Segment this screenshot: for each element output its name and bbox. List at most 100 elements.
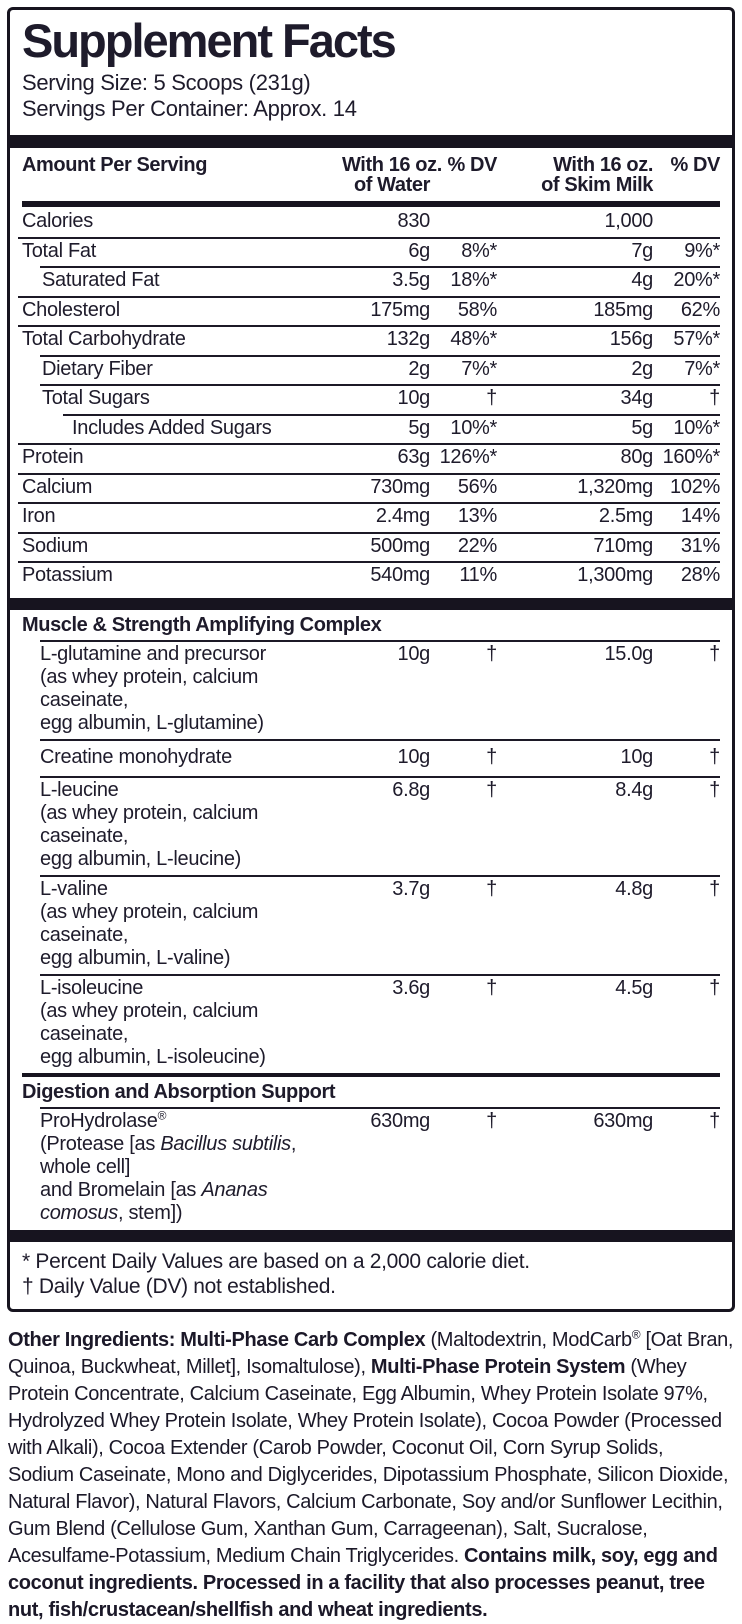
water-dv: 13% [457,505,497,527]
table-row: L-glutamine and precursor (as whey protei… [22,639,720,739]
section-heading: Digestion and Absorption Support [22,1080,336,1103]
row-separator [18,325,720,327]
milk-amount: 710mg [593,534,653,557]
nutrient-name: Total Sugars [42,387,150,409]
table-row: Saturated Fat 3.5g 18%* 4g 20%* [22,266,720,296]
water-amount: 2.4mg [375,505,430,527]
row-separator [18,502,720,504]
section-divider-bar [10,1229,732,1242]
milk-amount: 8.4g [615,778,653,801]
milk-dv: 7%* [684,357,720,380]
table-row: Total Sugars 10g † 34g † [22,384,720,414]
column-header-dv-milk: % DV [670,154,720,176]
column-header-milk-line2: of Skim Milk [541,174,653,196]
other-ingredients-paragraph: Other Ingredients: Multi-Phase Carb Comp… [8,1326,734,1621]
water-amount: 3.5g [392,269,430,291]
milk-dv: † [709,745,720,768]
page-title: Supplement Facts [22,14,397,67]
blend-section: Digestion and Absorption Support ProHydro… [22,1072,720,1229]
nutrient-name: Sodium [22,534,89,557]
servings-per-container: Servings Per Container: Approx. 14 [22,96,357,121]
milk-dv: † [709,976,720,999]
nutrient-source-note: egg albumin, L-leucine) [40,847,242,870]
table-row: Protein 63g 126%* 80g 160%* [18,443,720,473]
milk-dv: 57%* [673,328,720,350]
blend-sections: Muscle & Strength Amplifying Complex L-gl… [22,610,720,1229]
nutrient-name: Dietary Fiber [42,357,153,380]
water-dv: 48%* [450,328,497,350]
water-amount: 10g [397,387,431,409]
water-amount: 6g [408,239,430,262]
milk-amount: 7g [631,239,653,262]
column-header-milk-line1: With 16 oz. [553,154,653,176]
water-amount: 630mg [370,1109,430,1132]
row-separator [40,1106,720,1109]
milk-amount: 15.0g [604,642,653,665]
water-dv: † [486,642,497,665]
table-row: Potassium 540mg 11% 1,300mg 28% [18,561,720,591]
water-amount: 6.8g [392,778,430,801]
water-dv: † [486,1109,497,1132]
table-row: Calcium 730mg 56% 1,320mg 102% [18,472,720,503]
blend-section: Muscle & Strength Amplifying Complex L-gl… [22,610,720,1073]
row-separator [18,472,720,475]
nutrient-name: Saturated Fat [42,269,160,291]
water-amount: 730mg [370,475,430,498]
nutrient-source-note: egg albumin, L-valine) [40,946,231,969]
milk-dv: 10%* [673,416,720,439]
nutrient-source-note: and Bromelain [as Ananas comosus, stem]) [40,1178,268,1224]
section-heading: Muscle & Strength Amplifying Complex [22,613,382,636]
row-separator [40,354,720,357]
column-header-milk: With 16 oz. of Skim Milk [497,155,653,195]
row-separator [40,775,720,778]
row-separator [63,413,720,416]
water-dv: † [486,745,497,768]
column-header-water: With 16 oz. of Water [342,154,442,195]
nutrient-name: Total Carbohydrate [22,328,186,350]
supplement-facts-panel: Supplement Facts Serving Size: 5 Scoops … [7,7,735,1312]
milk-amount: 4.8g [615,877,653,900]
table-row: Calories 830 1,000 [22,207,720,237]
milk-amount: 4g [631,269,653,291]
milk-amount: 80g [620,446,654,468]
water-dv: 22% [457,534,497,557]
nutrient-source-note: (as whey protein, calcium caseinate, [40,801,259,847]
milk-dv: † [709,387,720,409]
water-dv: 10%* [450,416,497,439]
water-amount: 540mg [370,564,430,586]
milk-amount: 10g [620,745,654,768]
nutrient-name: Total Fat [22,239,96,262]
table-row: Sodium 500mg 22% 710mg 31% [18,531,720,562]
water-amount: 175mg [370,298,430,321]
row-separator [18,295,720,298]
table-row: Cholesterol 175mg 58% 185mg 62% [18,295,720,326]
row-separator [18,531,720,534]
milk-dv: 31% [680,534,720,557]
water-dv: 126%* [439,446,498,468]
water-dv: † [486,877,497,900]
row-separator [18,561,720,563]
milk-dv: 14% [680,505,720,527]
nutrient-name: L-isoleucine (as whey protein, calcium ca… [22,977,342,1069]
column-header-amount: Amount Per Serving [22,154,208,176]
nutrient-source-note: egg albumin, L-glutamine) [40,711,264,734]
nutrient-name: Calories [22,210,93,232]
water-dv: 7%* [461,357,497,380]
water-amount: 5g [408,416,430,439]
table-row: Total Carbohydrate 132g 48%* 156g 57%* [18,325,720,355]
column-header-water-line1: With 16 oz. [342,154,442,176]
milk-amount: 156g [609,328,654,350]
nutrient-name: Includes Added Sugars [72,416,272,439]
milk-amount: 5g [631,416,653,439]
water-dv: 56% [457,475,497,498]
row-separator [40,874,720,877]
nutrient-table: Calories 830 1,000 Total Fat 6g 8%* 7g 9%* Satur… [18,207,720,591]
section-divider-bar [10,597,732,610]
milk-dv: 102% [670,475,720,498]
nutrient-source-note: (as whey protein, calcium caseinate, [40,665,259,711]
nutrient-source-note: egg albumin, L-isoleucine) [40,1045,266,1068]
nutrient-name: Iron [22,505,56,527]
milk-dv: 9%* [684,239,720,262]
water-amount: 10g [397,745,431,768]
water-amount: 830 [397,210,431,232]
